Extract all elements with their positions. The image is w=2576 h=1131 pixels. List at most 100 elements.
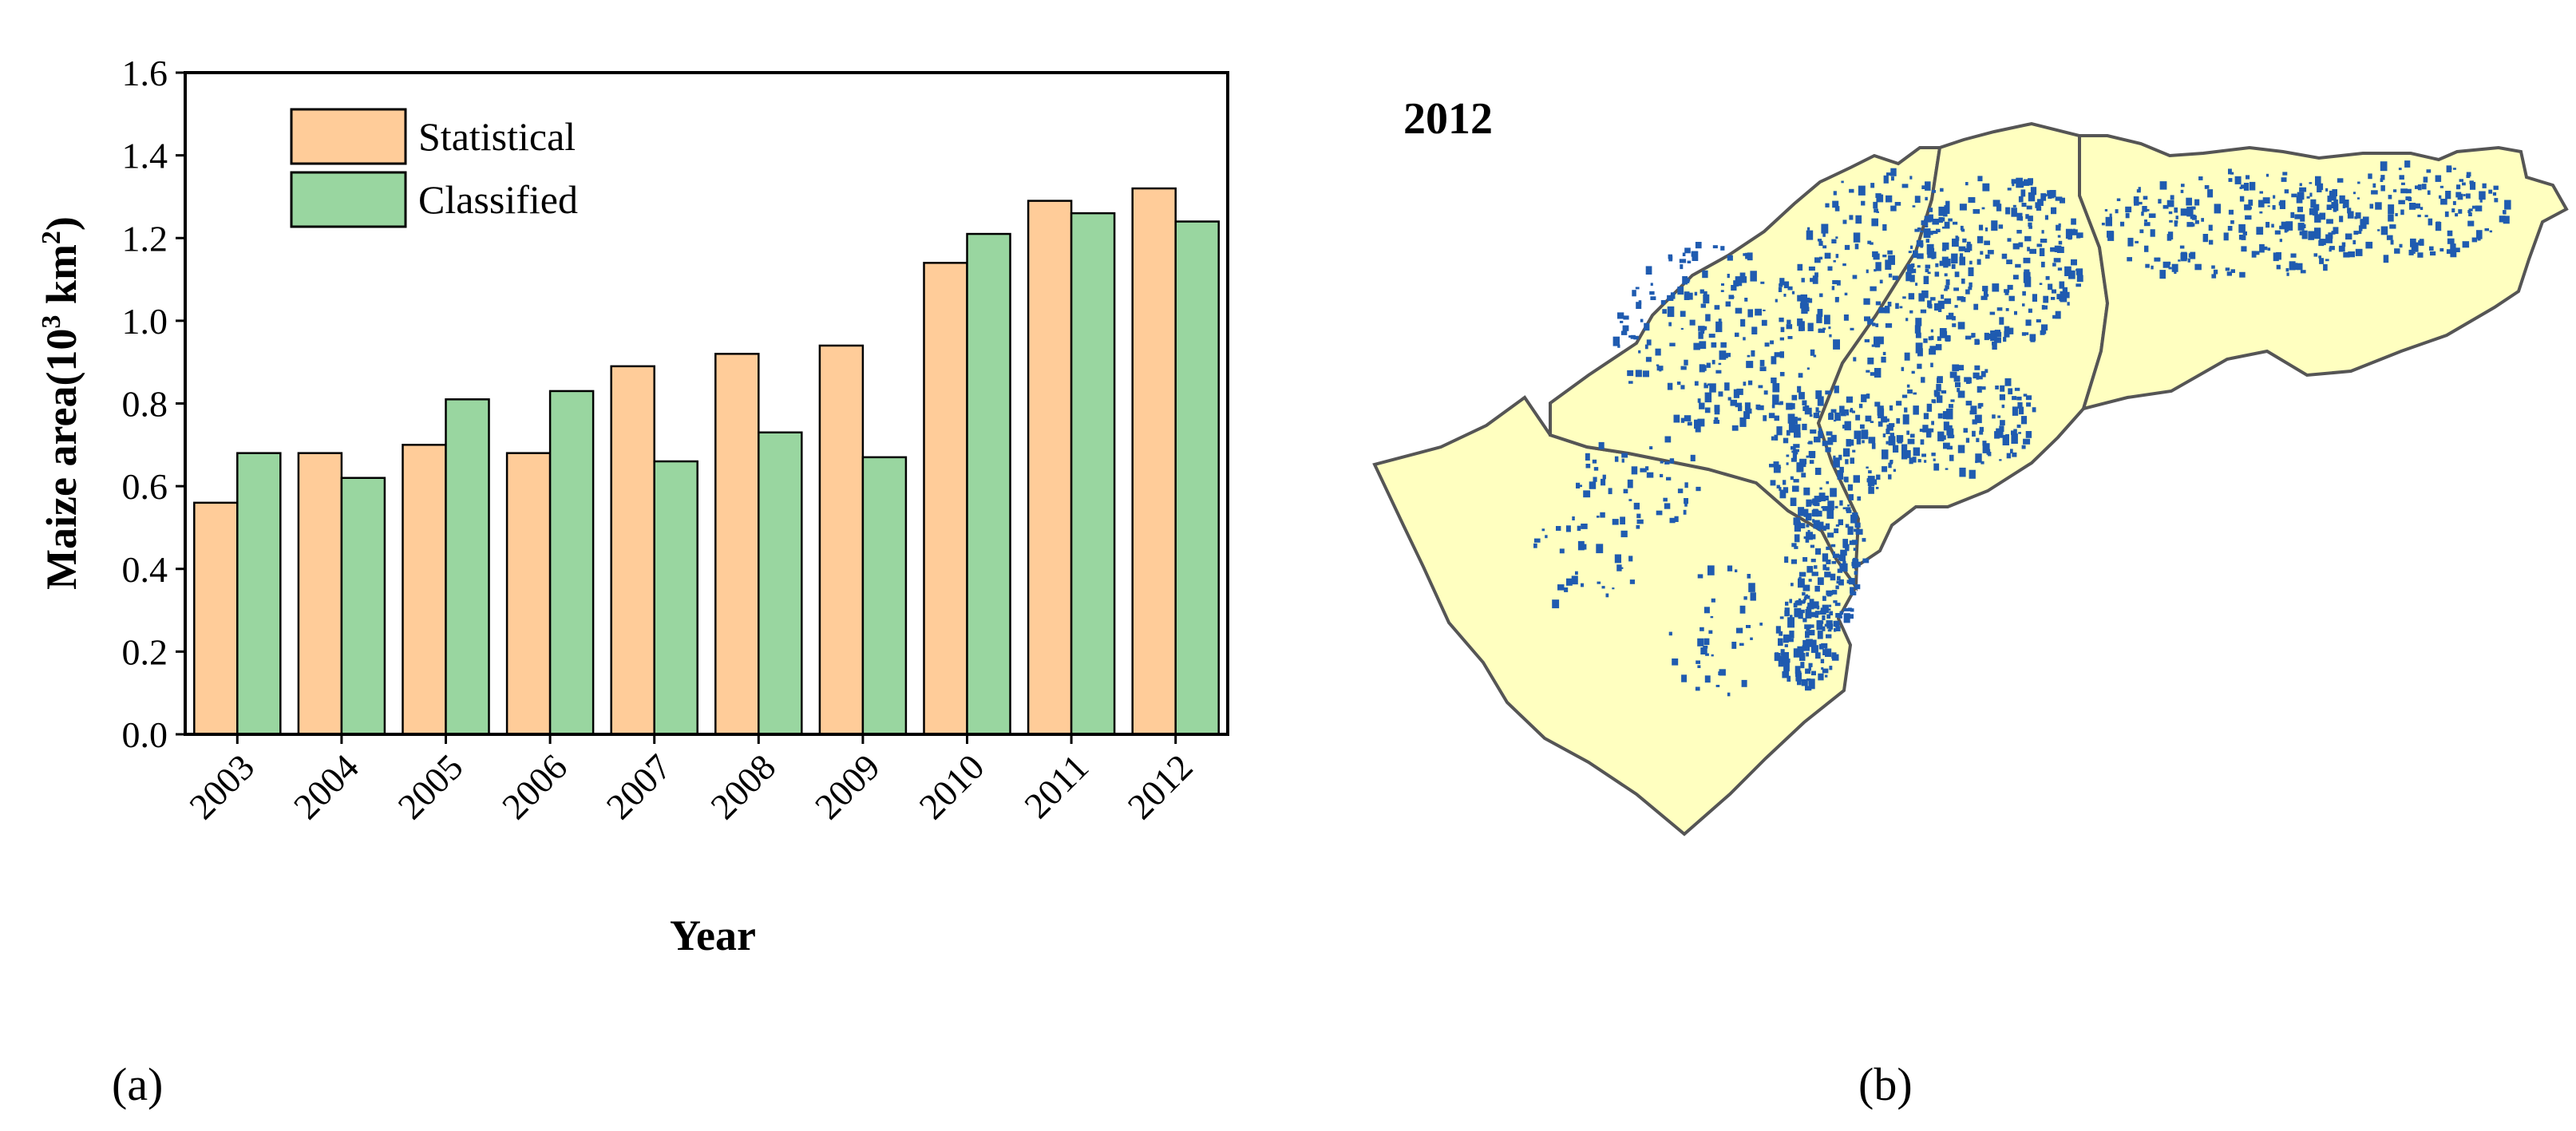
maize-pixel — [1697, 574, 1703, 579]
maize-pixel — [1760, 281, 1765, 284]
maize-pixel — [1796, 599, 1802, 606]
maize-pixel — [1809, 599, 1814, 605]
maize-pixel — [1684, 502, 1688, 507]
maize-pixel — [1802, 618, 1807, 623]
maize-pixel — [1968, 287, 1973, 291]
maize-pixel — [1945, 285, 1949, 290]
maize-pixel — [2412, 251, 2416, 254]
maize-pixel — [1889, 460, 1893, 464]
maize-pixel — [1771, 404, 1775, 409]
maize-pixel — [2028, 192, 2036, 202]
maize-pixel — [2036, 243, 2043, 247]
maize-pixel — [2228, 209, 2234, 215]
maize-pixel — [1808, 630, 1815, 636]
maize-pixel — [2380, 185, 2385, 192]
maize-pixel — [1620, 516, 1625, 525]
maize-pixel — [2166, 200, 2174, 208]
maize-pixel — [1627, 479, 1633, 488]
x-tick-label: 2004 — [286, 746, 366, 827]
maize-pixel — [1808, 666, 1811, 671]
maize-pixel — [1909, 433, 1915, 438]
maize-pixel — [1772, 383, 1780, 393]
maize-pixel — [1943, 263, 1949, 268]
maize-pixel — [2026, 205, 2032, 210]
maize-pixel — [1800, 662, 1805, 669]
maize-pixel — [1817, 521, 1824, 530]
maize-pixel — [1650, 296, 1656, 300]
maize-pixel — [1913, 268, 1917, 274]
maize-pixel — [2036, 319, 2041, 322]
maize-pixel — [2029, 334, 2036, 342]
maize-pixel — [1933, 231, 1938, 234]
maize-pixel — [2004, 330, 2010, 338]
maize-pixel — [1941, 256, 1949, 262]
maize-pixel — [1791, 559, 1797, 564]
maize-pixel — [1689, 319, 1696, 326]
maize-pixel — [2297, 263, 2303, 271]
maize-pixel — [2068, 270, 2075, 279]
maize-pixel — [1890, 205, 1897, 212]
maize-pixel — [2071, 229, 2078, 235]
maize-pixel — [1803, 536, 1807, 540]
maize-pixel — [1649, 291, 1655, 295]
maize-pixel — [1621, 458, 1624, 463]
maize-pixel — [2369, 204, 2374, 209]
maize-pixel — [1955, 382, 1961, 388]
maize-pixel — [2026, 402, 2032, 407]
maize-pixel — [1660, 461, 1664, 464]
maize-pixel — [1948, 312, 1954, 317]
maize-pixel — [1941, 295, 1945, 299]
maize-pixel — [1797, 295, 1802, 302]
maize-pixel — [1969, 282, 1973, 287]
maize-pixel — [1790, 497, 1797, 506]
maize-pixel — [1829, 611, 1834, 615]
maize-pixel — [1677, 287, 1684, 295]
maize-pixel — [1827, 608, 1831, 611]
maize-pixel — [2159, 181, 2167, 190]
maize-pixel — [1798, 373, 1803, 378]
maize-pixel — [1998, 224, 2004, 229]
bar-statistical-2006 — [505, 452, 552, 736]
maize-pixel — [1921, 377, 1925, 383]
maize-pixel — [1833, 339, 1840, 350]
maize-pixel — [1787, 675, 1791, 682]
maize-pixel — [1866, 370, 1870, 373]
maize-pixel — [2273, 252, 2279, 262]
maize-pixel — [2297, 223, 2305, 231]
maize-pixel — [1545, 535, 1548, 539]
maize-pixel — [1660, 300, 1666, 305]
maize-pixel — [1814, 615, 1819, 618]
maize-pixel — [1959, 204, 1967, 211]
maize-pixel — [2127, 257, 2132, 262]
bar-classified-2010 — [966, 232, 1011, 736]
maize-pixel — [1627, 370, 1634, 377]
maize-pixel — [2194, 199, 2200, 206]
maize-pixel — [1636, 524, 1640, 529]
maize-pixel — [1822, 649, 1827, 655]
maize-pixel — [1707, 383, 1711, 386]
maize-pixel — [1854, 528, 1857, 532]
maize-pixel — [1893, 469, 1896, 473]
maize-pixel — [1833, 455, 1836, 460]
maize-pixel — [1866, 393, 1870, 399]
maize-pixel — [1864, 316, 1870, 322]
maize-pixel — [2053, 258, 2061, 263]
maize-pixel — [1770, 480, 1776, 486]
maize-pixel — [1957, 388, 1961, 393]
maize-pixel — [2306, 196, 2310, 199]
maize-pixel — [1620, 330, 1628, 335]
maize-pixel — [1961, 279, 1965, 284]
maize-pixel — [1928, 336, 1932, 341]
maize-pixel — [2059, 296, 2062, 301]
maize-pixel — [1704, 407, 1711, 413]
maize-pixel — [2045, 275, 2050, 280]
maize-pixel — [2050, 247, 2056, 252]
maize-pixel — [1797, 417, 1802, 421]
maize-pixel — [2245, 215, 2252, 220]
maize-pixel — [1906, 384, 1910, 388]
maize-pixel — [1895, 303, 1899, 309]
maize-pixel — [2136, 189, 2141, 193]
maize-pixel — [1813, 520, 1820, 529]
maize-pixel — [1842, 263, 1846, 267]
maize-pixel — [1802, 639, 1810, 651]
